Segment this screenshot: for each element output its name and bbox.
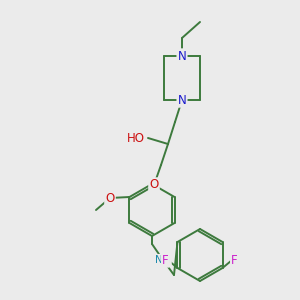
- Text: NH: NH: [155, 255, 171, 265]
- Text: O: O: [105, 191, 115, 205]
- Text: N: N: [178, 50, 186, 62]
- Text: N: N: [178, 94, 186, 106]
- Text: O: O: [149, 178, 159, 191]
- Text: F: F: [231, 254, 238, 266]
- Text: HO: HO: [127, 131, 145, 145]
- Text: F: F: [162, 254, 169, 266]
